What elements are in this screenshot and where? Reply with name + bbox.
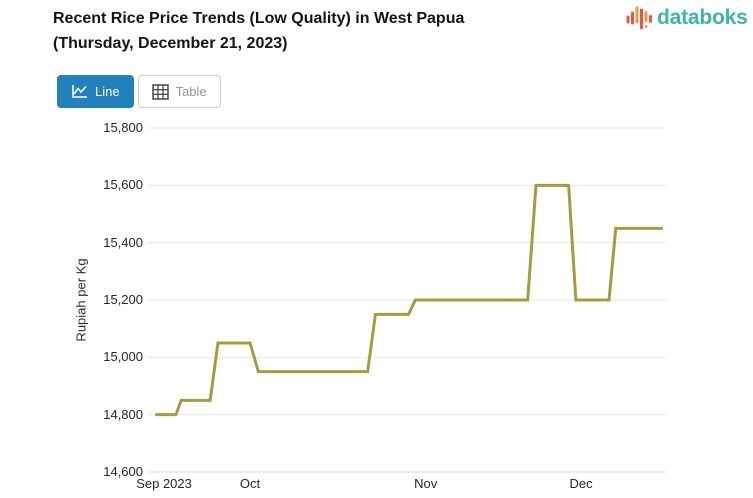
y-tick-label: 14,600 bbox=[103, 464, 143, 479]
y-tick-label: 15,600 bbox=[103, 177, 143, 193]
x-tick-label: Nov bbox=[414, 476, 438, 491]
view-toggle: Line Table bbox=[57, 75, 221, 108]
x-tick-label: Dec bbox=[569, 476, 593, 491]
title-line-1: Recent Rice Price Trends (Low Quality) i… bbox=[53, 10, 465, 27]
page-title: Recent Rice Price Trends (Low Quality) i… bbox=[53, 6, 464, 56]
title-line-2: (Thursday, December 21, 2023) bbox=[53, 35, 288, 52]
brand-name: databoks bbox=[657, 6, 748, 29]
line-chart-icon bbox=[72, 85, 87, 98]
table-view-button[interactable]: Table bbox=[137, 75, 221, 108]
y-tick-label: 15,400 bbox=[103, 234, 143, 250]
x-tick-label: Sep 2023 bbox=[136, 476, 192, 491]
x-tick-label: Oct bbox=[239, 476, 261, 491]
table-grid-icon bbox=[151, 83, 169, 100]
y-tick-label: 14,800 bbox=[103, 406, 143, 422]
line-button-label: Line bbox=[95, 84, 120, 99]
y-tick-label: 15,200 bbox=[103, 292, 143, 307]
y-tick-label: 15,000 bbox=[103, 349, 143, 365]
equalizer-bars-icon bbox=[626, 6, 652, 29]
price-line[interactable] bbox=[155, 183, 663, 417]
y-tick-label: 15,800 bbox=[103, 120, 143, 135]
line-view-button[interactable]: Line bbox=[57, 75, 134, 108]
databoks-logo[interactable]: databoks bbox=[626, 4, 748, 32]
table-button-label: Table bbox=[175, 84, 207, 99]
